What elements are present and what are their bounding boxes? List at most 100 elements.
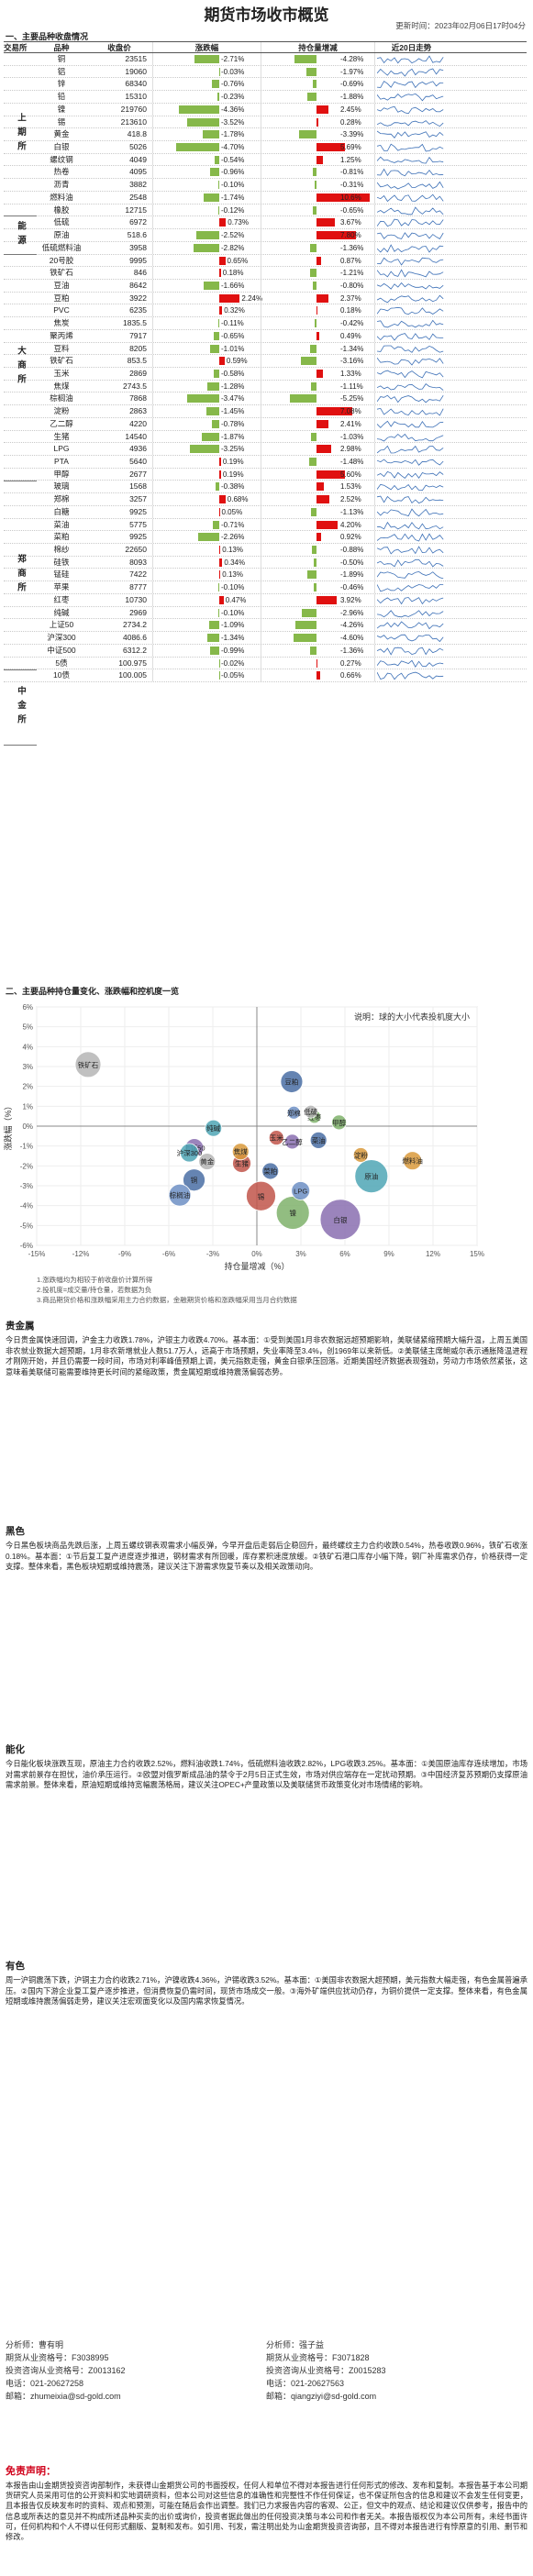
sparkline-path bbox=[377, 181, 444, 190]
table-body: 铜 23515 -2.71% -4.28% 铝 19060 -0.03% -1.97% 锌 683… bbox=[4, 53, 527, 682]
change-bar bbox=[219, 269, 221, 278]
product-name: 焦煤 bbox=[53, 381, 70, 391]
oi-bar bbox=[316, 658, 318, 668]
email-1[interactable]: 邮箱：zhumeixia@sd-gold.com bbox=[6, 2392, 121, 2401]
sparkline-path bbox=[377, 94, 444, 102]
change-bar bbox=[203, 130, 219, 139]
sparkline-path bbox=[377, 508, 444, 517]
oi-value: 1.33% bbox=[340, 369, 361, 378]
change-bar bbox=[219, 458, 221, 466]
oi-bar bbox=[316, 155, 323, 164]
sparkline-path bbox=[377, 370, 444, 379]
col-header-oi: 持仓量增减 bbox=[261, 42, 374, 52]
oi-cell: -0.50% bbox=[261, 556, 374, 569]
trend-sparkline bbox=[374, 279, 448, 292]
oi-cell: 0.66% bbox=[261, 669, 374, 681]
oi-cell: -5.25% bbox=[261, 392, 374, 405]
trend-sparkline bbox=[374, 229, 448, 241]
trend-sparkline bbox=[374, 292, 448, 304]
change-value: -0.11% bbox=[221, 319, 244, 328]
trend-sparkline bbox=[374, 204, 448, 216]
sparkline-path bbox=[377, 571, 444, 580]
oi-value: -5.25% bbox=[340, 394, 364, 404]
close-price: 14540 bbox=[125, 431, 147, 441]
sparkline-path bbox=[377, 659, 444, 668]
close-price: 213610 bbox=[120, 116, 147, 127]
sparkline-path bbox=[377, 382, 444, 391]
change-bar bbox=[210, 168, 219, 177]
close-price: 3882 bbox=[129, 180, 147, 190]
table-row: 低硫 6972 0.73% 3.67% bbox=[4, 216, 527, 230]
change-value: -2.26% bbox=[221, 533, 245, 542]
change-cell: -0.38% bbox=[152, 481, 261, 493]
oi-bar bbox=[316, 117, 318, 127]
change-bar bbox=[176, 143, 219, 152]
trend-sparkline bbox=[374, 91, 448, 103]
table-row: PVC 6235 0.32% 0.18% bbox=[4, 304, 527, 318]
oi-bar bbox=[312, 546, 316, 555]
table-row: 淀粉 2863 -1.45% 7.08% bbox=[4, 405, 527, 418]
point-label: 低硫 bbox=[304, 1107, 317, 1116]
oi-value: 2.41% bbox=[340, 419, 361, 428]
oi-bar bbox=[314, 319, 316, 328]
point-label: 乙二醇 bbox=[282, 1137, 303, 1146]
sparkline-path bbox=[377, 358, 444, 366]
change-cell: -0.10% bbox=[152, 581, 261, 593]
close-price: 8093 bbox=[129, 557, 147, 567]
oi-cell: -1.13% bbox=[261, 505, 374, 518]
sparkline-path bbox=[377, 470, 444, 479]
oi-value: -1.36% bbox=[340, 646, 364, 655]
product-name: 铁矿石 bbox=[50, 268, 73, 278]
oi-cell: -1.03% bbox=[261, 430, 374, 443]
close-price: 4095 bbox=[129, 167, 147, 177]
product-name: 乙二醇 bbox=[50, 418, 73, 428]
change-value: -0.03% bbox=[221, 67, 245, 76]
close-price: 5640 bbox=[129, 457, 147, 466]
oi-value: -0.80% bbox=[340, 281, 364, 290]
product-name: 聚丙烯 bbox=[50, 330, 73, 340]
change-cell: -4.70% bbox=[152, 141, 261, 153]
product-name: 白银 bbox=[53, 142, 70, 152]
oi-cell: -0.88% bbox=[261, 544, 374, 556]
oi-bar bbox=[316, 369, 324, 378]
table-row: 白糖 9925 0.05% -1.13% bbox=[4, 505, 527, 519]
oi-cell: 2.37% bbox=[261, 292, 374, 304]
oi-value: -0.65% bbox=[340, 205, 364, 215]
change-cell: -1.74% bbox=[152, 191, 261, 204]
scatter-point bbox=[291, 1181, 311, 1200]
oi-cell: -3.16% bbox=[261, 355, 374, 367]
change-value: -0.76% bbox=[221, 80, 245, 89]
trend-sparkline bbox=[374, 166, 448, 179]
table-row: 10债 100.005 -0.05% 0.66% bbox=[4, 669, 527, 682]
point-label: 原油 bbox=[364, 1172, 378, 1181]
email-2[interactable]: 邮箱：qiangziyi@sd-gold.com bbox=[266, 2392, 377, 2401]
close-price: 3257 bbox=[129, 494, 147, 504]
change-cell: -2.26% bbox=[152, 531, 261, 544]
product-name: 铝 bbox=[57, 66, 66, 76]
table-row: 玻璃 1568 -0.38% 1.53% bbox=[4, 481, 527, 494]
oi-value: -1.88% bbox=[340, 93, 364, 102]
section1-title: 一、主要品种收盘情况 bbox=[6, 32, 89, 41]
close-price: 3958 bbox=[129, 242, 147, 252]
table-row: 菜粕 9925 -2.26% 0.92% bbox=[4, 531, 527, 545]
scatter-point bbox=[231, 1143, 250, 1161]
change-cell: -1.66% bbox=[152, 279, 261, 292]
product-name: 苹果 bbox=[53, 582, 70, 592]
close-price: 7868 bbox=[129, 393, 147, 404]
oi-value: -4.60% bbox=[340, 634, 364, 643]
oi-cell: 3.92% bbox=[261, 593, 374, 606]
product-name: 菜粕 bbox=[53, 532, 70, 542]
oi-bar bbox=[315, 181, 316, 190]
oi-value: 2.45% bbox=[340, 105, 361, 114]
change-cell: -0.54% bbox=[152, 153, 261, 166]
product-name: 镍 bbox=[57, 104, 66, 114]
trend-sparkline bbox=[374, 456, 448, 468]
trend-sparkline bbox=[374, 141, 448, 153]
oi-value: 5.69% bbox=[340, 143, 361, 152]
change-value: -3.25% bbox=[221, 445, 245, 454]
point-label: 沪深300 bbox=[177, 1148, 203, 1157]
change-cell: -0.10% bbox=[152, 606, 261, 619]
change-bar bbox=[219, 495, 226, 504]
table-header: 交易所 品种 收盘价 涨跌幅 持仓量增减 近20日走势 bbox=[4, 42, 527, 53]
x-tick-label: 0% bbox=[251, 1250, 262, 1258]
